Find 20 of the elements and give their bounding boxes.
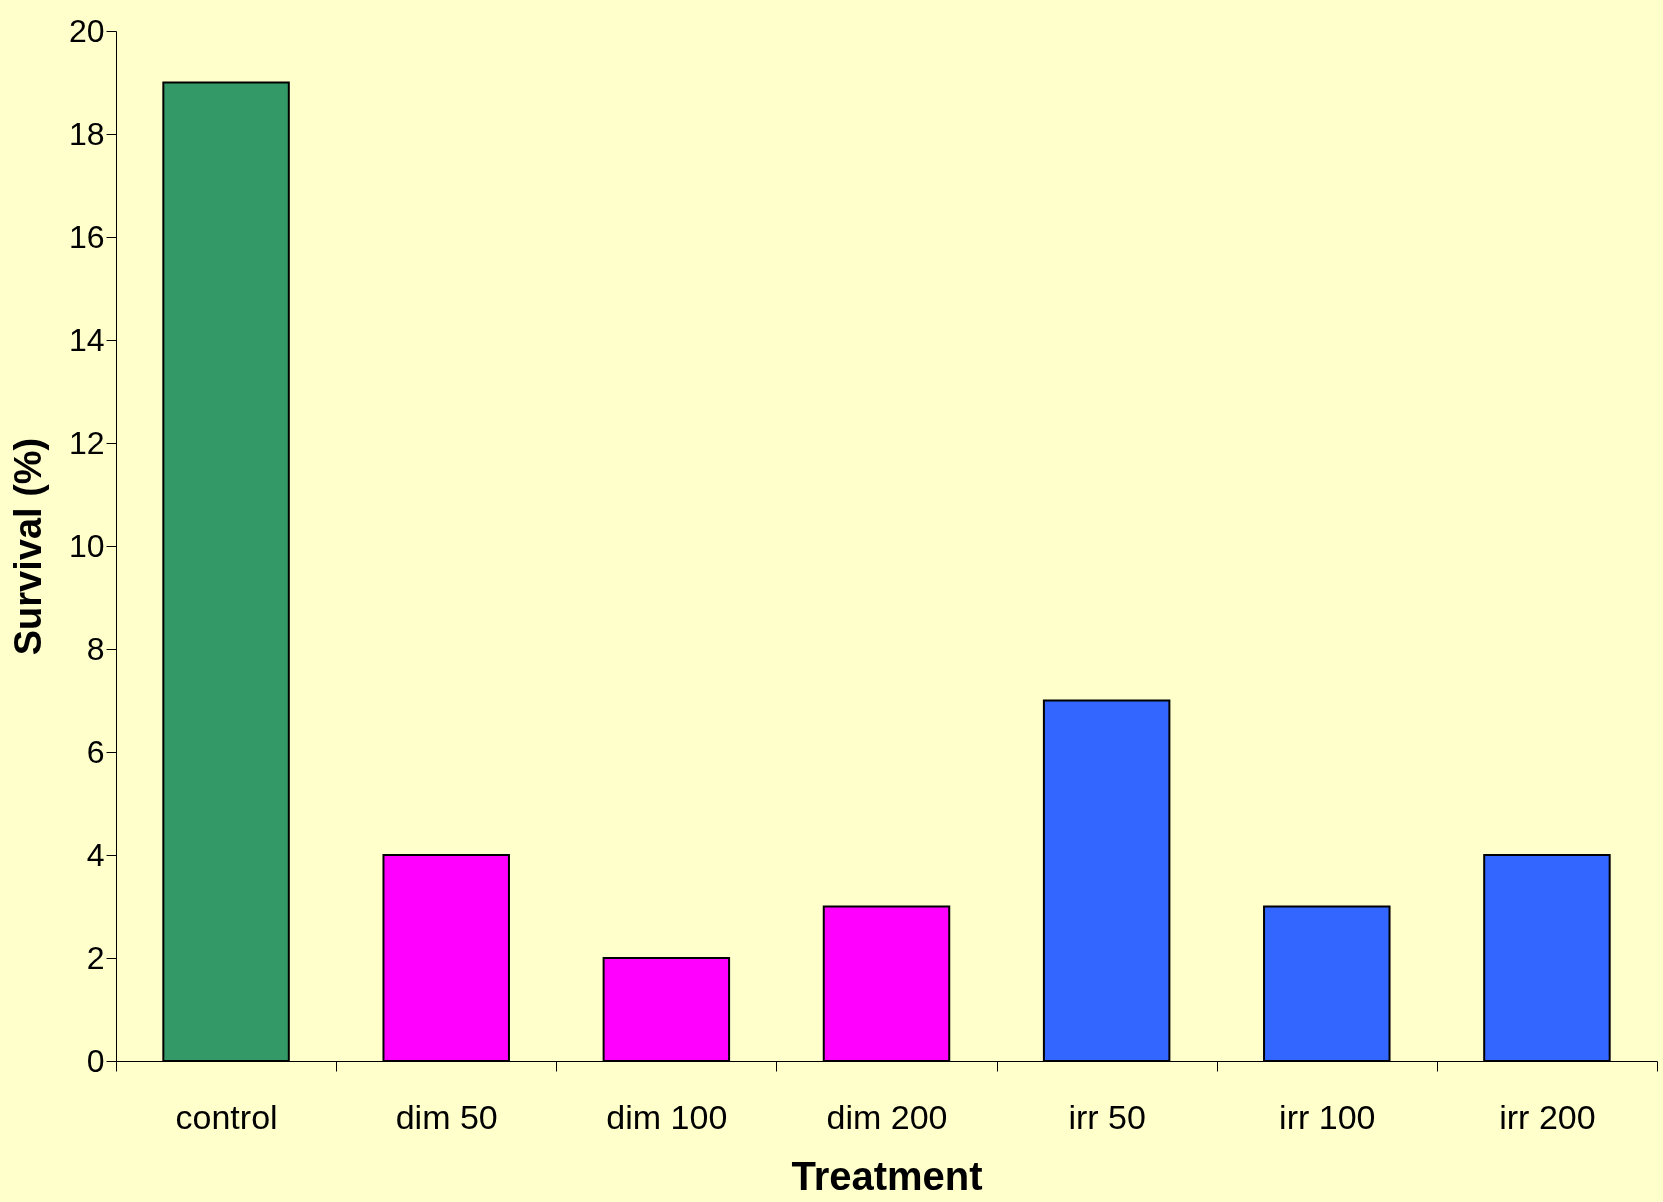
y-tick-label: 12: [68, 424, 105, 461]
x-tick-label: dim 100: [606, 1097, 728, 1136]
y-tick-label: 10: [68, 527, 105, 564]
y-tick-label: 18: [68, 115, 105, 152]
y-tick-label: 8: [86, 630, 105, 667]
x-axis-title: Treatment: [791, 1153, 983, 1198]
y-tick-label: 6: [86, 733, 105, 770]
x-tick-label: irr 200: [1499, 1097, 1596, 1136]
x-tick-label: control: [175, 1097, 278, 1136]
y-tick-label: 20: [68, 12, 105, 49]
y-tick-label: 16: [68, 218, 105, 255]
y-tick-label: 2: [86, 939, 105, 976]
y-tick-label: 4: [86, 836, 105, 873]
x-tick-label: dim 200: [826, 1097, 948, 1136]
x-tick-label: irr 100: [1279, 1097, 1376, 1136]
x-tick-label: dim 50: [395, 1097, 498, 1136]
x-tick-label: irr 50: [1068, 1097, 1146, 1136]
y-tick-label: 14: [68, 321, 105, 358]
y-axis-title: Survival (%): [6, 437, 49, 656]
y-tick-label: 0: [86, 1042, 105, 1079]
